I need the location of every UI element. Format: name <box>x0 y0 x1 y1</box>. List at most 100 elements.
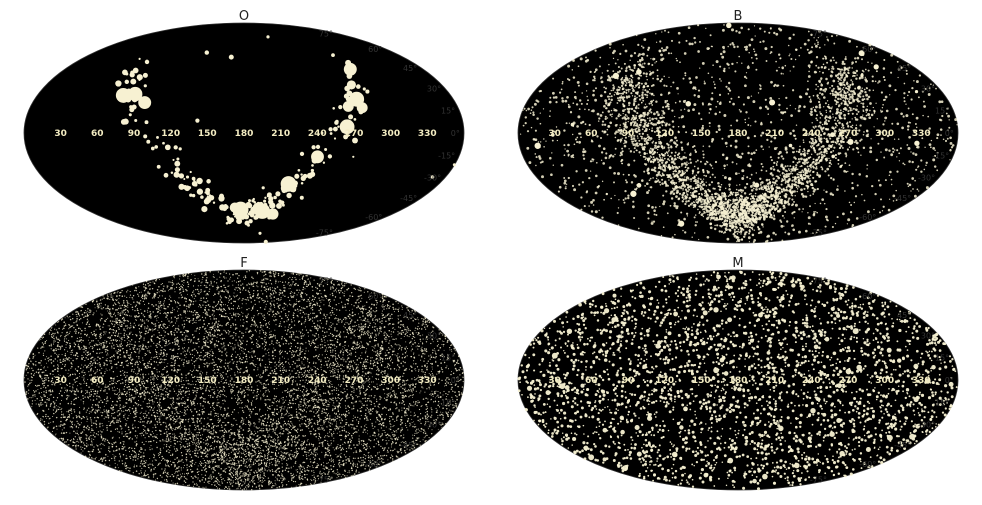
star-point <box>574 96 577 99</box>
star-point <box>451 410 452 411</box>
star-point <box>842 141 843 142</box>
star-point <box>773 218 776 221</box>
star-point <box>836 111 839 114</box>
star-point <box>788 173 791 176</box>
star-point <box>581 92 583 94</box>
star-point <box>631 181 633 183</box>
star-point <box>852 148 854 150</box>
star-point <box>698 112 700 114</box>
star-point <box>760 184 762 186</box>
star-point <box>662 195 664 197</box>
star-point <box>792 161 794 163</box>
star-point <box>717 193 719 195</box>
star-point <box>721 215 723 217</box>
star-point <box>605 87 607 89</box>
star-point <box>572 69 573 70</box>
star-point <box>590 170 591 171</box>
star-point <box>727 211 728 212</box>
star-point <box>940 119 942 121</box>
star-point <box>644 149 645 150</box>
star-point <box>841 63 843 65</box>
star-point <box>56 354 57 355</box>
star-point <box>574 143 576 145</box>
star-point <box>650 122 652 124</box>
star-point <box>830 177 832 179</box>
star-point <box>606 193 608 195</box>
star-point <box>684 171 685 172</box>
star-point <box>328 154 332 158</box>
star-point <box>615 131 618 134</box>
star-point <box>640 121 642 123</box>
star-point <box>627 117 630 120</box>
star-point <box>645 159 647 161</box>
star-point <box>330 132 333 135</box>
star-point <box>630 75 632 77</box>
star-point <box>837 141 839 143</box>
star-point <box>119 313 120 314</box>
star-point <box>786 108 788 110</box>
star-point <box>817 43 819 45</box>
star-point <box>756 199 759 202</box>
star-point <box>668 149 670 151</box>
star-point <box>549 101 552 104</box>
star-point <box>785 189 787 191</box>
star-point <box>135 435 136 436</box>
star-point <box>868 116 871 119</box>
star-point <box>745 122 746 123</box>
star-point <box>650 111 652 113</box>
star-point <box>744 186 746 188</box>
star-point <box>837 216 839 218</box>
star-point <box>160 434 161 435</box>
star-point <box>790 105 791 106</box>
star-point <box>649 150 650 151</box>
star-point <box>605 152 607 154</box>
lat-tick-label: 0° <box>945 129 954 138</box>
lon-tick-label: 240 <box>802 129 821 139</box>
star-point <box>693 103 696 106</box>
star-point <box>526 110 528 112</box>
star-point <box>826 140 829 143</box>
star-point <box>571 123 575 127</box>
star-point <box>733 192 735 194</box>
star-point <box>833 88 835 90</box>
star-point <box>898 77 899 78</box>
star-point <box>841 103 843 105</box>
star-point <box>226 352 227 353</box>
star-point <box>888 149 890 151</box>
star-point <box>566 150 569 153</box>
star-point <box>697 50 700 53</box>
star-point <box>847 88 849 90</box>
star-point <box>675 182 677 184</box>
star-point <box>744 192 746 194</box>
star-point <box>833 43 835 45</box>
star-point <box>805 170 807 172</box>
star-point <box>311 150 324 163</box>
star-point <box>748 212 750 214</box>
star-point <box>664 153 666 155</box>
star-point <box>843 111 844 112</box>
star-point <box>865 77 866 78</box>
star-point <box>326 298 327 299</box>
star-point <box>735 140 738 143</box>
star-point <box>759 27 761 29</box>
star-point <box>201 206 207 212</box>
star-point <box>809 100 812 103</box>
star-point <box>553 96 555 98</box>
star-point <box>762 193 763 194</box>
star-point <box>667 185 669 187</box>
star-point <box>573 157 575 159</box>
star-point <box>853 92 856 95</box>
star-point <box>813 144 814 145</box>
star-point <box>751 57 753 59</box>
star-point <box>706 203 708 205</box>
star-point <box>831 35 833 37</box>
star-point <box>183 364 184 365</box>
star-point <box>652 177 654 179</box>
star-point <box>621 95 622 96</box>
star-point <box>848 113 850 115</box>
star-point <box>817 41 819 43</box>
star-point <box>798 172 799 173</box>
star-point <box>857 184 859 186</box>
star-point <box>627 78 629 80</box>
star-point <box>290 397 291 398</box>
